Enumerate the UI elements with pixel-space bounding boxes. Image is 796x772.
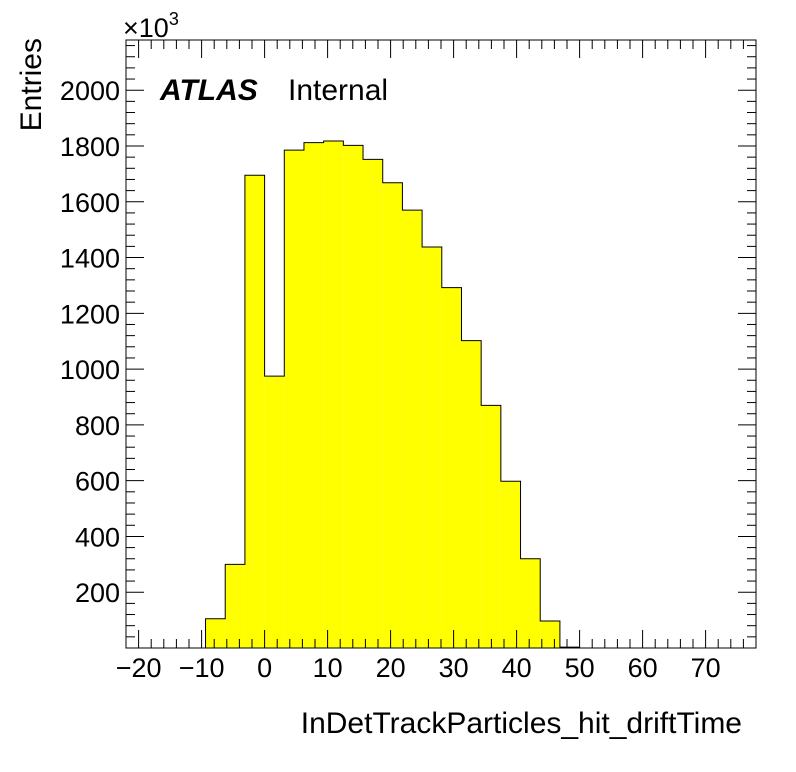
histogram-bar [441,287,462,648]
x-tick-label: −20 [116,653,162,683]
y-tick-label: 200 [75,578,120,608]
histogram-bar [520,558,541,648]
histogram-bar [363,159,383,648]
histogram-bar [323,140,344,648]
y-tick-label: 1200 [60,299,120,329]
histogram-bar [500,481,521,648]
histogram-bar [382,182,403,648]
internal-label: Internal [288,74,388,107]
x-tick-label: 30 [439,653,469,683]
y-tick-label: 1800 [60,132,120,162]
x-tick-labels: −20 −10 0 10 20 30 40 50 60 70 [116,653,721,683]
y-tick-labels: 200 400 600 800 1000 1200 1400 1600 1800 2000 [60,76,120,608]
atlas-label: ATLAS [159,74,258,107]
y-tick-label: 1400 [60,244,120,274]
x-tick-label: 10 [313,653,343,683]
histogram-bars [205,140,580,649]
histogram-bar [461,340,482,648]
histogram-bar [264,376,285,648]
histogram-bar [225,564,245,648]
histogram-bar [481,405,501,648]
histogram-bar [402,210,423,649]
y-multiplier-exponent: 3 [169,9,179,29]
histogram-bar [284,150,304,648]
histogram-bar [343,145,364,648]
y-multiplier: ×103 [123,9,179,43]
axis-ticks [125,40,757,649]
histogram-bar [303,142,324,648]
x-tick-label: 60 [628,653,658,683]
y-tick-label: 800 [75,411,120,441]
histogram-bar [422,246,442,648]
x-tick-label: −10 [179,653,225,683]
y-tick-label: 1600 [60,188,120,218]
histogram-outline [205,140,581,648]
y-tick-label: 1000 [60,355,120,385]
plot-frame [125,39,757,649]
x-tick-label: 50 [565,653,595,683]
y-axis-label: Entries [15,38,48,131]
x-tick-label: 40 [502,653,532,683]
y-tick-label: 2000 [60,76,120,106]
histogram-bar [540,620,560,648]
x-axis-label: InDetTrackParticles_hit_driftTime [301,707,742,740]
histogram-bar [205,618,226,648]
x-tick-label: 20 [376,653,406,683]
x-tick-label: 70 [691,653,721,683]
y-tick-label: 600 [75,467,120,497]
x-tick-label: 0 [257,653,272,683]
histogram-bar [244,175,265,648]
y-tick-label: 400 [75,522,120,552]
